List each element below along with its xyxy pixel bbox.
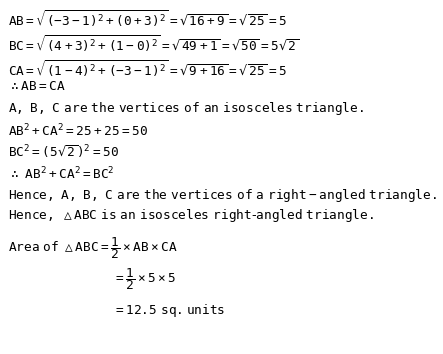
Text: $\mathtt{A,\ B,\ C\ are\ the\ vertices\ of\ an\ isosceles\ triangle.}$: $\mathtt{A,\ B,\ C\ are\ the\ vertices\ …: [8, 100, 364, 117]
Text: $\mathtt{AB^2 + CA^2 = 25+25 = 50}$: $\mathtt{AB^2 + CA^2 = 25+25 = 50}$: [8, 123, 148, 140]
Text: $\mathtt{CA = \sqrt{(1-4)^2+(-3-1)^2} = \sqrt{9+16} = \sqrt{25} = 5}$: $\mathtt{CA = \sqrt{(1-4)^2+(-3-1)^2} = …: [8, 59, 287, 80]
Text: $\mathtt{AB = \sqrt{(-3-1)^2+(0+3)^2} = \sqrt{16+9} = \sqrt{25} = 5}$: $\mathtt{AB = \sqrt{(-3-1)^2+(0+3)^2} = …: [8, 9, 287, 30]
Text: $\mathtt{= \dfrac{1}{2} \times 5 \times 5}$: $\mathtt{= \dfrac{1}{2} \times 5 \times …: [113, 266, 176, 292]
Text: $\mathtt{\therefore\ AB^2 + CA^2 = BC^2}$: $\mathtt{\therefore\ AB^2 + CA^2 = BC^2}…: [8, 166, 115, 182]
Text: $\mathtt{Area\ of\ \triangle ABC = \dfrac{1}{2} \times AB \times CA}$: $\mathtt{Area\ of\ \triangle ABC = \dfra…: [8, 235, 178, 261]
Text: $\mathtt{BC = \sqrt{(4+3)^2+(1-0)^2} = \sqrt{49+1} = \sqrt{50} = 5\sqrt{2}}$: $\mathtt{BC = \sqrt{(4+3)^2+(1-0)^2} = \…: [8, 34, 299, 55]
Text: $\mathtt{Hence,\ \triangle ABC\ is\ an\ isosceles\ right\text{-}angled\ triangle: $\mathtt{Hence,\ \triangle ABC\ is\ an\ …: [8, 207, 374, 224]
Text: $\mathtt{Hence,\ A,\ B,\ C\ are\ the\ vertices\ of\ a\ right-angled\ triangle.}$: $\mathtt{Hence,\ A,\ B,\ C\ are\ the\ ve…: [8, 187, 437, 204]
Text: $\mathtt{BC^2 = (5\sqrt{2})^2 = 50}$: $\mathtt{BC^2 = (5\sqrt{2})^2 = 50}$: [8, 144, 119, 161]
Text: $\mathtt{\therefore AB = CA}$: $\mathtt{\therefore AB = CA}$: [8, 80, 66, 93]
Text: $\mathtt{= 12.5\ sq.units}$: $\mathtt{= 12.5\ sq.units}$: [113, 302, 225, 319]
